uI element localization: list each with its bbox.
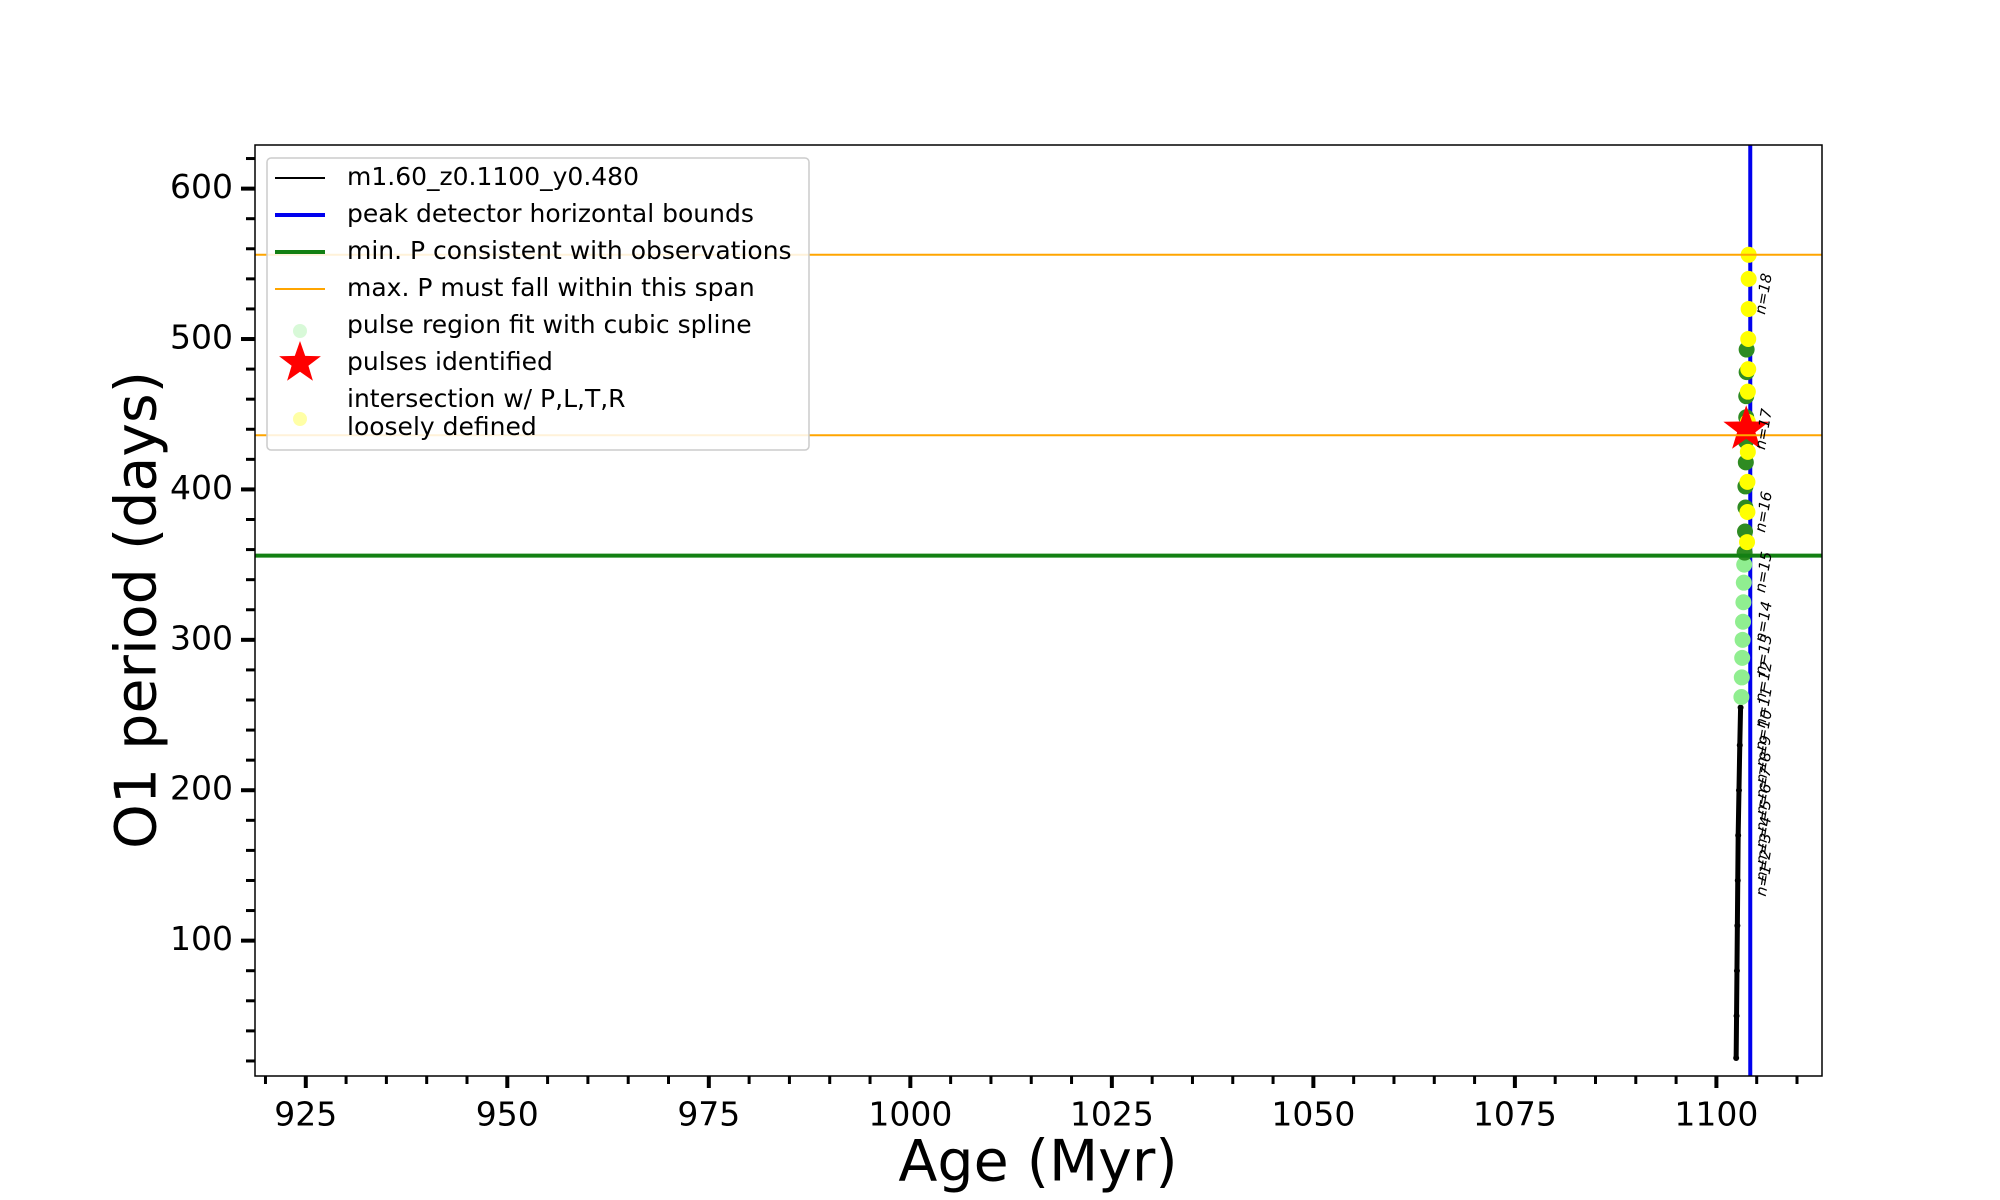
x-tick-label: 1050 xyxy=(1271,1095,1355,1134)
x-tick-label: 925 xyxy=(274,1095,337,1134)
scatter-point xyxy=(1734,649,1751,666)
legend-label: m1.60_z0.1100_y0.480 xyxy=(347,162,639,191)
scatter-point xyxy=(1733,688,1750,705)
legend-label: intersection w/ P,L,T,R loosely defined xyxy=(347,384,626,441)
scatter-point xyxy=(1740,270,1757,287)
scatter-point xyxy=(1735,613,1752,630)
annotation: n=6 xyxy=(1752,782,1775,816)
scatter-point xyxy=(1740,331,1757,348)
scatter-point xyxy=(1740,361,1757,378)
y-axis-label: O1 period (days) xyxy=(104,371,170,849)
y-tick-label: 100 xyxy=(170,919,233,958)
star-marker xyxy=(1723,405,1770,449)
scatter-point xyxy=(1739,443,1756,460)
series-point xyxy=(1736,742,1743,749)
x-axis-label: Age (Myr) xyxy=(898,1129,1177,1195)
scatter-point xyxy=(1739,473,1756,490)
series-point xyxy=(1734,922,1741,929)
x-tick-label: 975 xyxy=(677,1095,740,1134)
series-point xyxy=(1735,832,1742,839)
scatter-point xyxy=(1735,594,1752,611)
legend-label: min. P consistent with observations xyxy=(347,236,792,265)
legend-marker xyxy=(293,412,307,426)
series-point xyxy=(1734,877,1741,884)
y-tick-label: 400 xyxy=(170,468,233,507)
x-tick-label: 1100 xyxy=(1674,1095,1758,1134)
y-tick-label: 200 xyxy=(170,769,233,808)
annotation: n=4 xyxy=(1752,815,1775,849)
x-tick-label: 1000 xyxy=(868,1095,952,1134)
annotation: n=7 xyxy=(1752,765,1775,800)
scatter-point xyxy=(1739,534,1756,551)
x-tick-label: 1075 xyxy=(1473,1095,1557,1134)
legend-label: peak detector horizontal bounds xyxy=(347,199,754,228)
annotation: n=1 xyxy=(1752,863,1775,897)
annotation: n=9 xyxy=(1752,734,1775,768)
x-tick-label: 1025 xyxy=(1070,1095,1154,1134)
x-tick-label: 950 xyxy=(476,1095,539,1134)
series-point xyxy=(1737,704,1744,711)
scatter-point xyxy=(1740,300,1757,317)
legend-marker xyxy=(279,341,321,381)
scatter-point xyxy=(1735,574,1752,591)
series-point xyxy=(1733,1012,1740,1019)
scatter-point xyxy=(1736,556,1753,573)
y-tick-label: 300 xyxy=(170,618,233,657)
legend-label: max. P must fall within this span xyxy=(347,273,755,302)
series-point xyxy=(1735,787,1742,794)
y-tick-label: 600 xyxy=(170,167,233,206)
annotation: n=5 xyxy=(1752,799,1775,833)
annotation: n=8 xyxy=(1752,750,1775,784)
legend-label: pulses identified xyxy=(347,347,553,376)
scatter-point xyxy=(1734,631,1751,648)
scatter-point xyxy=(1739,383,1756,400)
annotation: n=2 xyxy=(1752,848,1775,882)
y-tick-label: 500 xyxy=(170,318,233,357)
series-point xyxy=(1733,967,1740,974)
series-point xyxy=(1733,1054,1740,1061)
scatter-point xyxy=(1733,669,1750,686)
plot-frame xyxy=(254,144,1823,1077)
scatter-point xyxy=(1739,503,1756,520)
legend-label: pulse region fit with cubic spline xyxy=(347,310,752,339)
legend-marker xyxy=(293,324,307,338)
legend-box xyxy=(266,157,810,451)
annotation: n=3 xyxy=(1752,832,1775,866)
